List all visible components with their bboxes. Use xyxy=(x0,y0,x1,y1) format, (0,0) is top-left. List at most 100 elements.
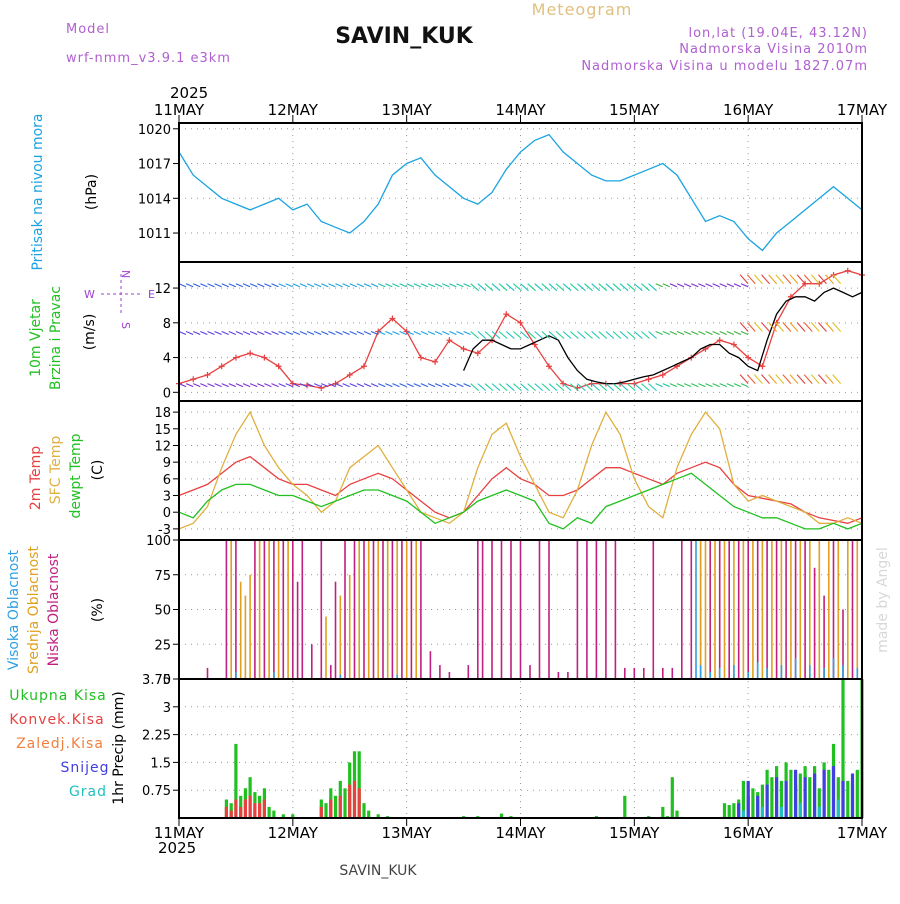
clouds-bar-niska-oblacnost xyxy=(633,667,636,679)
clouds-bar-niska-oblacnost xyxy=(334,581,337,679)
clouds-bar-niska-oblacnost xyxy=(282,540,285,679)
wind-direction-arrow xyxy=(228,383,237,388)
wind-direction-arrow xyxy=(342,283,350,288)
clouds-bar-niska-oblacnost xyxy=(410,540,413,679)
clouds-bar-visoka-oblacnost xyxy=(756,662,759,679)
wind-direction-arrow xyxy=(214,330,222,336)
top-day-label: 11MAY xyxy=(154,101,205,119)
clouds-bar-srednja-oblacnost xyxy=(339,595,342,679)
wind-direction-arrow xyxy=(349,383,357,388)
precip-bar-ukupna-kisa xyxy=(789,769,793,818)
wind-direction-arrow xyxy=(292,283,301,288)
precip-bar-konvek-kisa xyxy=(338,795,342,818)
wind-direction-arrow xyxy=(739,374,749,384)
wind-direction-arrow xyxy=(669,383,678,388)
wind-direction-arrow xyxy=(619,283,629,292)
clouds-bar-niska-oblacnost xyxy=(439,665,441,679)
wind-direction-arrow xyxy=(534,331,544,339)
clouds-bar-srednja-oblacnost xyxy=(799,540,802,679)
precip-bar-konvek-kisa xyxy=(319,806,323,818)
wind-direction-arrow xyxy=(584,283,593,292)
wind-direction-arrow xyxy=(392,330,400,336)
clouds-bar-niska-oblacnost xyxy=(728,540,730,679)
precip-bar-ukupna-kisa xyxy=(234,743,238,818)
wind-direction-arrow xyxy=(257,330,265,336)
wind-direction-arrow xyxy=(740,283,749,288)
wind-direction-arrow xyxy=(221,330,229,336)
wind-direction-arrow xyxy=(264,283,272,288)
wind-direction-arrow xyxy=(235,283,244,288)
precip-bar-grad xyxy=(741,810,745,818)
precip-bar-konvek-kisa xyxy=(253,803,257,818)
clouds-bar-srednja-oblacnost xyxy=(828,540,830,679)
wind-direction-arrow xyxy=(349,283,357,288)
wind-direction-arrow xyxy=(683,330,692,336)
precip-panel-frame xyxy=(178,678,863,819)
clouds-bar-niska-oblacnost xyxy=(273,540,275,679)
clouds-bar-visoka-oblacnost xyxy=(809,665,811,679)
wind-direction-arrow xyxy=(193,383,201,388)
precip-bar-snijeg xyxy=(850,773,855,818)
wind-direction-arrow xyxy=(527,283,536,292)
wind-direction-arrow xyxy=(249,330,258,336)
wind-direction-arrow xyxy=(363,330,372,336)
wind-direction-arrow xyxy=(825,274,834,285)
coords-text: lon,lat (19.04E, 43.12N) xyxy=(688,26,868,41)
wind-direction-arrow xyxy=(584,331,593,339)
wind-direction-arrow xyxy=(392,383,400,388)
precip-bar-grad xyxy=(817,806,821,818)
wind-speed-marker xyxy=(474,350,481,357)
wind-direction-arrow xyxy=(342,330,350,336)
clouds-bar-srednja-oblacnost xyxy=(723,540,726,679)
clouds-bar-niska-oblacnost xyxy=(481,540,484,679)
wind-direction-arrow xyxy=(548,331,558,339)
wind-direction-arrow xyxy=(477,283,487,292)
wind-direction-arrow xyxy=(235,383,244,388)
precip-bar-ukupna-kisa xyxy=(623,795,627,818)
wind-direction-arrow xyxy=(577,283,586,292)
clouds-bar-srednja-oblacnost xyxy=(268,540,270,679)
wind-ylabel: (m/s) xyxy=(82,314,98,351)
wind-direction-arrow xyxy=(427,383,436,388)
wind-direction-arrow xyxy=(200,330,208,336)
precip-bar-snijeg xyxy=(775,777,779,818)
wind-direction-arrow xyxy=(285,330,293,336)
wind-direction-arrow xyxy=(363,383,372,388)
clouds-bar-niska-oblacnost xyxy=(624,667,626,679)
wind-direction-arrow xyxy=(796,322,806,332)
wind-direction-arrow xyxy=(299,383,308,388)
precip-bar-ukupna-kisa xyxy=(727,805,731,818)
wind-direction-arrow xyxy=(655,383,663,388)
precip-bar-ukupna-kisa xyxy=(675,810,679,818)
precip-legend-item: Konvek.Kisa xyxy=(9,712,104,728)
wind-direction-arrow xyxy=(712,283,720,288)
wind-direction-arrow xyxy=(641,331,650,339)
wind-direction-arrow xyxy=(577,331,586,339)
footer-station: SAVIN_KUK xyxy=(339,863,417,879)
clouds-bar-niska-oblacnost xyxy=(391,540,394,679)
wind-direction-arrow xyxy=(619,331,629,339)
wind-direction-arrow xyxy=(598,331,608,339)
wind-speed-marker xyxy=(446,337,453,344)
precip-bar-grad xyxy=(760,806,764,818)
wind-direction-arrow xyxy=(810,274,820,285)
clouds-bar-niska-oblacnost xyxy=(320,540,323,679)
wind-direction-arrow xyxy=(555,283,565,292)
wind-direction-arrow xyxy=(299,330,308,336)
clouds-bar-niska-oblacnost xyxy=(401,540,403,679)
clouds-bar-srednja-oblacnost xyxy=(761,540,764,679)
wind-direction-arrow xyxy=(434,330,443,336)
wind-direction-arrow xyxy=(271,283,279,288)
clouds-bar-niska-oblacnost xyxy=(363,540,365,679)
wind-speed-marker xyxy=(204,371,211,378)
wind-direction-arrow xyxy=(221,283,229,288)
wind-direction-arrow xyxy=(442,383,450,388)
wind-direction-arrow xyxy=(356,283,365,288)
pressure-ylabel: (hPa) xyxy=(84,174,100,210)
direction-cross-icon xyxy=(101,274,141,314)
wind-direction-arrow xyxy=(619,383,629,392)
precip-bar-snijeg xyxy=(794,769,798,818)
clouds-bar-visoka-oblacnost xyxy=(794,658,797,679)
clouds-bar-visoka-oblacnost xyxy=(842,665,844,679)
precip-bar-snijeg xyxy=(784,780,788,818)
